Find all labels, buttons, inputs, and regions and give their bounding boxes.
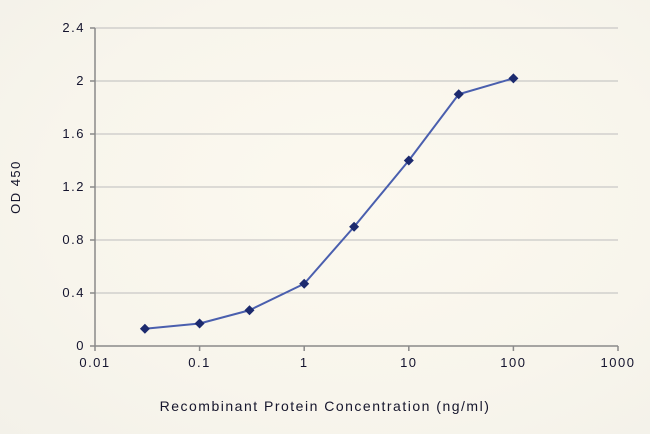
x-tick-label: 10 [400,355,417,370]
data-point-marker [139,323,150,334]
data-point-marker [299,278,310,289]
series-line [144,77,514,330]
y-tick-label: 1.2 [62,179,85,194]
data-point-marker [508,73,519,84]
y-tick-label: 0.4 [62,285,85,300]
data-point-marker [403,155,414,166]
x-axis-title: Recombinant Protein Concentration (ng/ml… [159,398,491,414]
y-tick-label: 1.6 [62,126,85,141]
data-point-marker [349,221,360,232]
y-tick-label: 0 [76,338,85,353]
data-point-marker [244,305,255,316]
data-point-marker [194,318,205,329]
x-tick-label: 0.01 [79,355,110,370]
x-tick-label: 0.1 [188,355,211,370]
y-axis-title: OD 450 [8,160,23,214]
data-point-marker [453,89,464,100]
y-tick-label: 0.8 [62,232,85,247]
x-tick-label: 1 [300,355,309,370]
y-tick-label: 2.4 [62,20,85,35]
y-tick-label: 2 [76,73,85,88]
x-tick-label: 100 [500,355,526,370]
x-tick-label: 1000 [601,355,636,370]
